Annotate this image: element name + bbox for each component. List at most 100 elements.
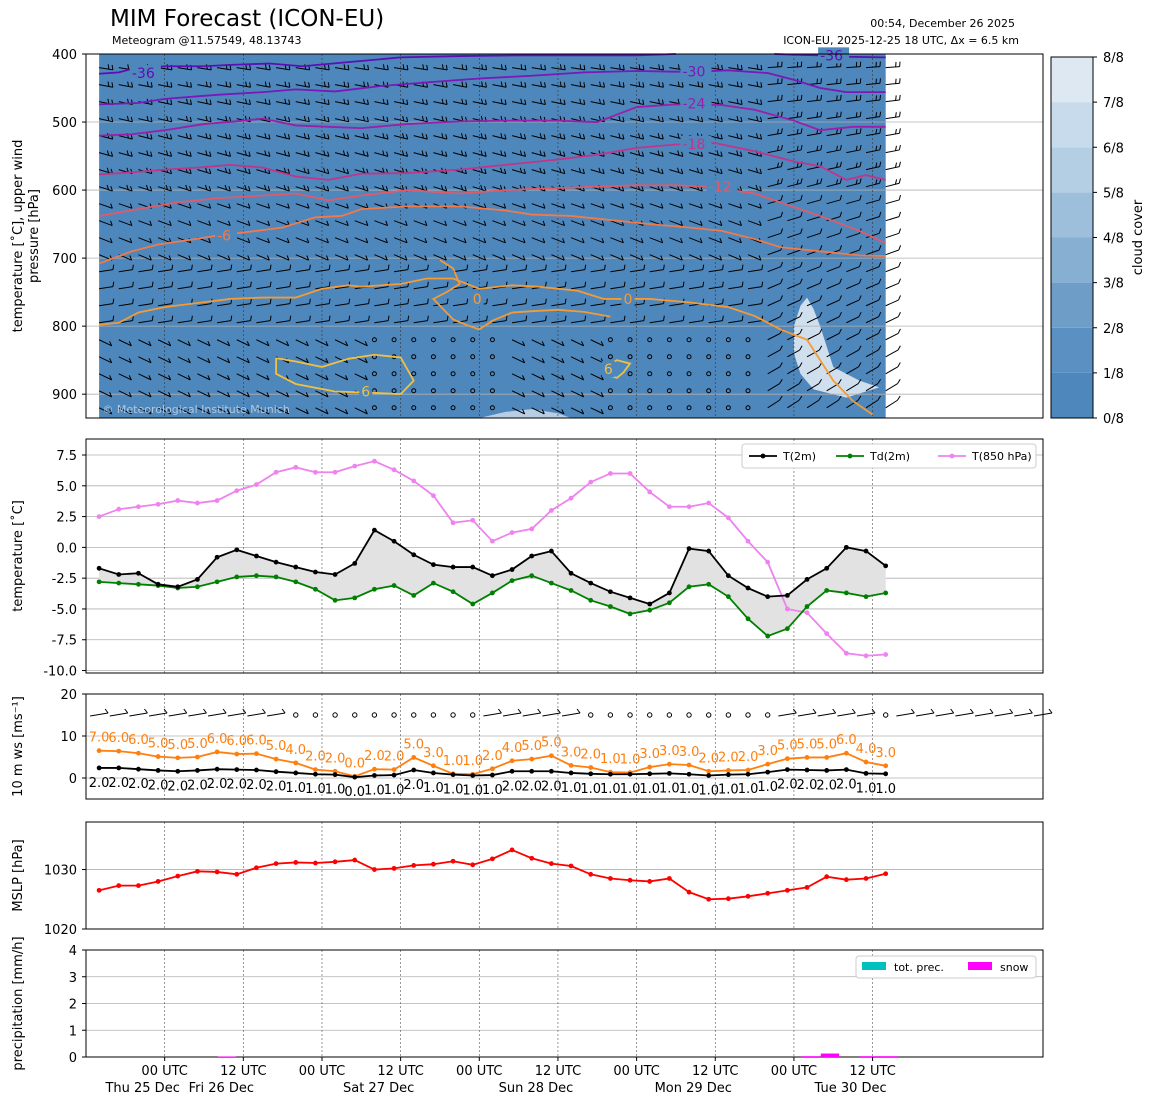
wind-barb-feather: [859, 245, 862, 251]
wind-barb-feather: [618, 115, 621, 122]
wind-barb-shaft: [472, 269, 487, 273]
wind-barb-shaft: [394, 269, 408, 273]
isotherm-label-bg: [818, 47, 850, 64]
wind-barb-shaft: [374, 320, 389, 324]
wind-barb-feather: [598, 167, 601, 173]
wind-barb-shaft: [158, 303, 173, 307]
gust-value-label: 2.0: [305, 750, 326, 765]
t2m-point: [234, 547, 240, 553]
gust-point: [391, 767, 397, 772]
wind-barb-shaft: [157, 152, 172, 157]
wind-barb-shaft: [522, 712, 541, 717]
wind-barb-shaft: [767, 82, 782, 86]
wind-barb-shaft: [610, 169, 624, 175]
gust-value-label: 3.0: [639, 747, 660, 762]
wind-barb-feather: [249, 64, 252, 71]
wind-barb-shaft: [649, 67, 664, 71]
td2m-point: [529, 573, 535, 579]
wind-barb-feather: [642, 99, 645, 105]
gust-point: [824, 755, 830, 760]
wind-barb-shaft: [98, 203, 113, 209]
gust-value-label: 3.0: [659, 744, 680, 759]
wind-barb-shaft: [492, 67, 507, 71]
wind-barb-shaft: [846, 232, 860, 239]
wind-barb-feather: [581, 392, 585, 398]
wind-barb-shaft: [885, 299, 899, 307]
td2m-point: [96, 579, 102, 585]
t850-point: [195, 500, 200, 506]
wind-barb-shaft: [413, 320, 428, 324]
wind-barb-feather: [481, 64, 484, 70]
wind-barb-feather: [877, 362, 882, 368]
wind-barb-feather: [563, 134, 566, 140]
wind-barb-shaft: [217, 84, 231, 88]
wind-barb-shaft: [688, 320, 703, 324]
wind-barb-shaft: [511, 67, 526, 71]
wind-barb-feather: [641, 168, 644, 174]
wind-barb-feather: [463, 255, 467, 261]
wind-barb-shaft: [157, 254, 172, 261]
wind-barb-shaft: [767, 216, 782, 222]
wind-barb-shaft: [649, 152, 664, 157]
wind-barb-feather: [306, 237, 310, 244]
wind-barb-feather: [150, 151, 153, 157]
x-tick-label: 00 UTC: [141, 1064, 187, 1079]
wind-barb-feather: [185, 150, 188, 156]
calm-marker: [627, 712, 633, 718]
gust-point: [686, 762, 692, 768]
wind-barb-feather: [145, 184, 149, 190]
wind-barb-shaft: [433, 220, 447, 227]
wind-barb-shaft: [256, 84, 271, 88]
wind-barb-feather: [325, 375, 329, 381]
wind-barb-shaft: [570, 237, 585, 244]
wind-barb-shaft: [570, 303, 585, 307]
wind-barb-shaft: [98, 152, 113, 157]
wind-barb-shaft: [315, 186, 329, 192]
wind-barb-shaft: [492, 152, 507, 157]
wind-barb-feather: [441, 64, 444, 70]
wind-barb-shaft: [138, 254, 152, 261]
wind-barb-shaft: [570, 169, 585, 175]
wind-barb-feather: [305, 375, 309, 381]
wind-barb-shaft: [590, 320, 605, 324]
wind-barb-feather: [537, 708, 542, 714]
wind-barb-shaft: [846, 149, 861, 154]
wind-barb-feather: [149, 220, 153, 226]
mean-wind-value-label: 1.0: [679, 782, 700, 797]
wind-barb-shaft: [826, 66, 841, 69]
wind-barb-feather: [779, 311, 783, 317]
wind-barb-shaft: [787, 132, 802, 137]
wind-barb-shaft: [236, 286, 251, 290]
td2m-point: [234, 574, 240, 580]
wind-barb-feather: [346, 220, 349, 226]
wind-barb-feather: [484, 134, 487, 140]
wind-barb-shaft: [216, 390, 230, 398]
wind-barb-feather: [304, 81, 307, 87]
wind-barb-shaft: [629, 269, 644, 273]
calm-marker: [411, 371, 417, 377]
wind-barb-shaft: [433, 135, 448, 140]
gust-value-label: 4.0: [856, 742, 877, 757]
wind-barb-feather: [286, 237, 290, 244]
wind-barb-feather: [777, 128, 779, 135]
wind-barb-feather: [483, 255, 487, 261]
wind-barb-feather: [483, 220, 487, 226]
wind-barb-shaft: [787, 366, 800, 375]
wind-barb-shaft: [649, 303, 664, 307]
mean-wind-point: [431, 770, 436, 776]
calm-marker: [411, 405, 417, 411]
wind-barb-feather: [717, 64, 720, 70]
wind-barb-feather: [246, 341, 250, 347]
t850-point: [588, 479, 594, 485]
wind-barb-shaft: [374, 237, 388, 244]
mean-wind-value-label: 1.0: [718, 783, 739, 798]
wind-barb-feather: [208, 237, 211, 244]
wind-barb-shaft: [177, 67, 192, 71]
wind-barb-feather: [248, 151, 251, 157]
x-date-label: Thu 25 Dec: [104, 1081, 179, 1096]
wind-barb-shaft: [747, 101, 762, 106]
isotherm-line: [99, 103, 886, 137]
td2m-point: [489, 590, 495, 596]
wind-barb-shaft: [688, 286, 703, 290]
wind-barb-feather: [228, 220, 231, 226]
